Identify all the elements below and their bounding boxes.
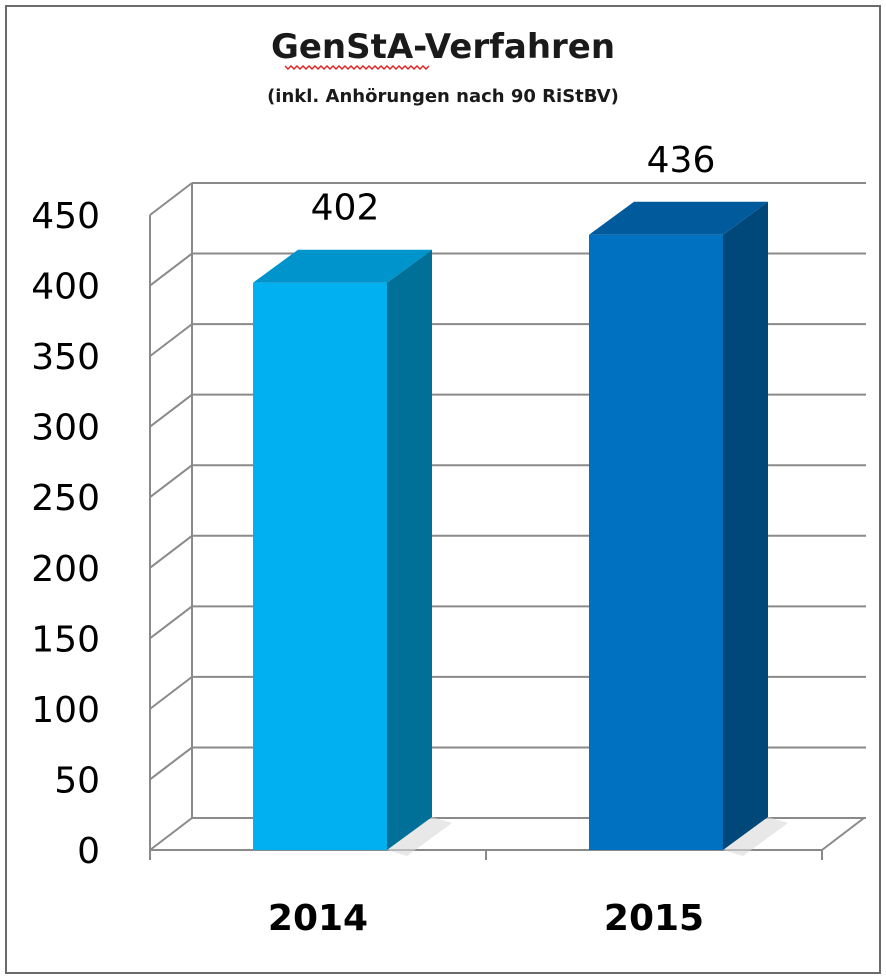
y-tick-label: 300 (31, 408, 100, 449)
bar-shadow (723, 817, 788, 856)
gridline-diagonal (149, 605, 193, 640)
x-category-label: 2014 (268, 898, 368, 939)
bar-top (589, 201, 768, 235)
data-labels: 402 436 (311, 140, 716, 229)
gridline-diagonal (149, 464, 193, 499)
x-category-label: 2015 (604, 898, 704, 939)
y-tick-label: 0 (77, 831, 100, 872)
bar-side (723, 201, 768, 850)
floor-right-edge (821, 817, 865, 851)
y-tick-label: 150 (31, 619, 100, 660)
data-label: 436 (647, 140, 716, 181)
spellcheck-underline (284, 65, 430, 70)
y-axis-ticks: 0 50 100 150 200 250 300 350 400 450 (31, 196, 100, 872)
bar-front (253, 282, 387, 850)
gridline-diagonal (149, 182, 193, 216)
chart-title: GenStA-Verfahren (271, 27, 615, 67)
bar-2014 (253, 249, 452, 856)
gridline-diagonal (149, 252, 193, 287)
gridline-diagonal (149, 393, 193, 428)
gridline-diagonal (149, 746, 193, 781)
y-tick-label: 200 (31, 549, 100, 590)
bar-2015 (589, 201, 788, 856)
y-tick-label: 50 (54, 760, 100, 801)
bar-top (253, 249, 432, 283)
y-tick-label: 450 (31, 196, 100, 237)
gridline-diagonal (149, 676, 193, 710)
y-tick-label: 350 (31, 337, 100, 378)
y-tick-label: 250 (31, 478, 100, 519)
gridline-diagonal (149, 323, 193, 357)
data-label: 402 (311, 188, 380, 229)
y-tick-label: 100 (31, 690, 100, 731)
bar-front (589, 234, 723, 850)
y-tick-label: 400 (31, 267, 100, 308)
x-axis-categories: 2014 2015 (268, 898, 704, 939)
gridline-diagonal (149, 817, 193, 851)
chart-subtitle: (inkl. Anhörungen nach 90 RiStBV) (267, 86, 619, 107)
bar-side (387, 249, 432, 850)
bar-shadow (387, 817, 452, 856)
gridline-diagonal (149, 534, 193, 569)
bars (253, 201, 788, 856)
